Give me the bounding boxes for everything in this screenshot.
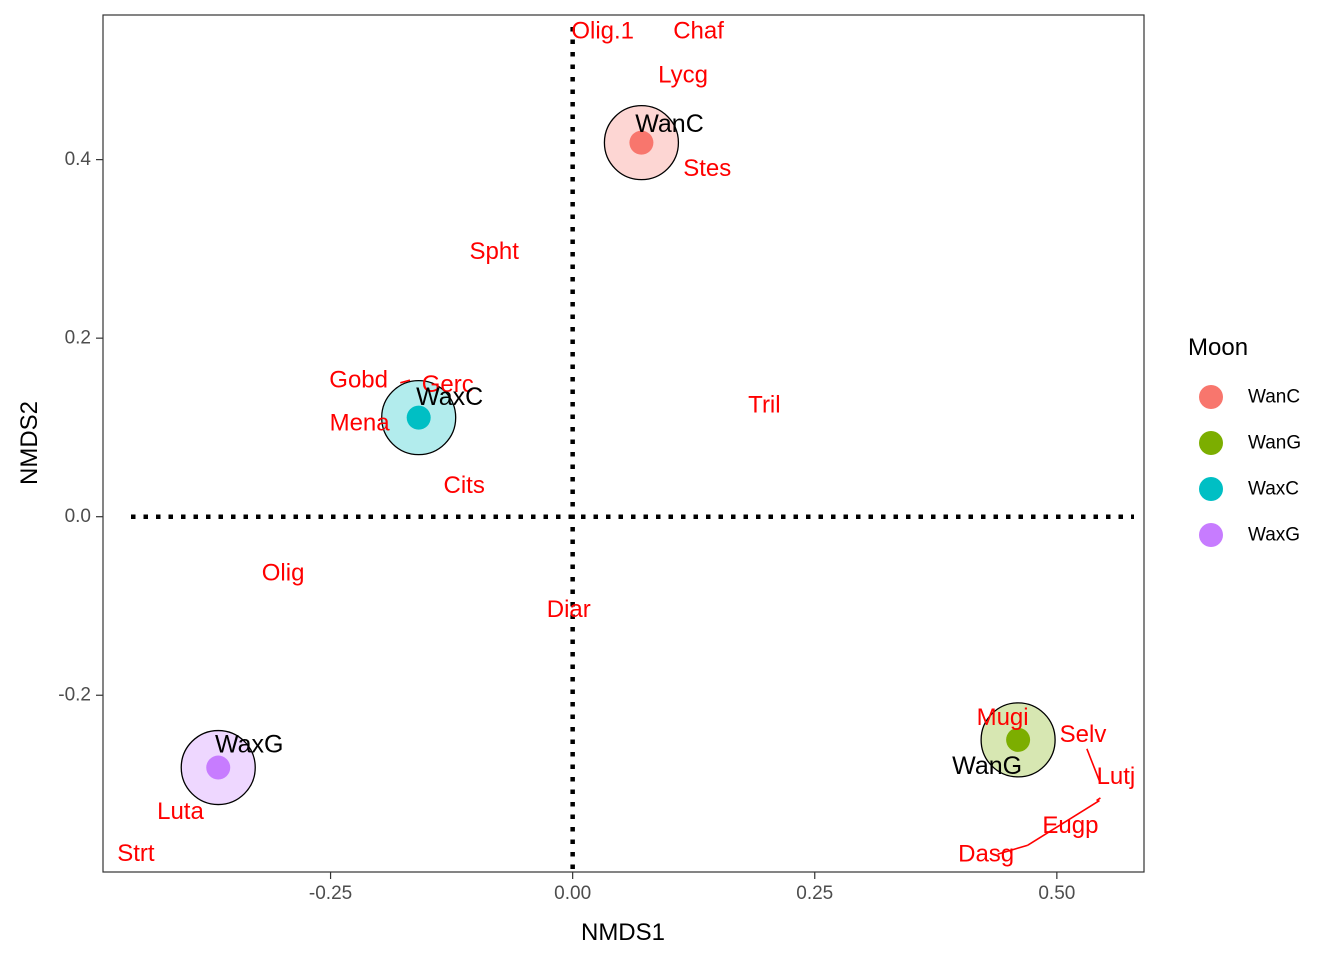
x-tick-label: 0.00 <box>554 883 591 904</box>
species-label: Spht <box>470 238 520 265</box>
species-label: Chaf <box>673 18 724 45</box>
x-axis: -0.25 0.00 0.25 0.50 <box>309 872 1075 904</box>
species-label: Mugi <box>977 704 1029 731</box>
y-axis-title: NMDS2 <box>16 401 43 485</box>
legend-key-wang <box>1199 431 1223 455</box>
species-label: Cits <box>444 472 485 499</box>
species-label: Stes <box>683 155 731 182</box>
group-markers <box>180 105 1056 806</box>
y-tick-label: 0.2 <box>65 328 91 349</box>
species-label: Selv <box>1060 721 1107 748</box>
legend: Moon WanC WanG WaxC WaxG <box>1188 334 1301 547</box>
species-label: Dasg <box>958 841 1014 868</box>
species-label: Gerc <box>422 371 474 398</box>
species-label: Lycg <box>658 61 708 88</box>
species-label: Diar <box>547 596 591 623</box>
leader-line-selv <box>1086 748 1101 782</box>
species-label: Strt <box>117 840 155 867</box>
y-tick-label: -0.2 <box>58 685 91 706</box>
group-label-waxc: WaxC <box>416 383 483 411</box>
panel-border <box>102 14 1145 873</box>
legend-label-waxg: WaxG <box>1248 525 1300 546</box>
x-tick-label: -0.25 <box>309 883 352 904</box>
legend-label-wang: WanG <box>1248 433 1301 454</box>
legend-key-wanc <box>1199 385 1223 409</box>
legend-label-waxc: WaxC <box>1248 479 1299 500</box>
group-point-wang <box>1006 727 1031 752</box>
legend-key-waxc <box>1199 477 1223 501</box>
reference-lines <box>131 27 1134 872</box>
plot-area: Olig.1 Chaf Lycg Stes Spht Gobd Gerc Mena Tril Ci… <box>102 14 1145 873</box>
leader-line-eugp <box>1027 799 1100 846</box>
species-label: Tril <box>748 392 780 419</box>
species-label: Luta <box>157 798 204 825</box>
group-label-wanc: WanC <box>635 110 704 138</box>
y-tick-label: 0.4 <box>65 149 92 170</box>
species-label: Olig.1 <box>571 18 634 45</box>
group-labels: WanC WanG WaxC WaxG <box>215 110 1022 780</box>
species-label: Mena <box>330 409 391 436</box>
legend-title: Moon <box>1188 334 1248 361</box>
species-label: Lutj <box>1097 763 1136 790</box>
group-point-waxg <box>206 755 231 780</box>
species-label: Olig <box>262 559 305 586</box>
species-labels: Olig.1 Chaf Lycg Stes Spht Gobd Gerc Mena Tril Ci… <box>117 18 1135 868</box>
y-axis: -0.2 0.0 0.2 0.4 <box>58 149 103 706</box>
legend-label-wanc: WanC <box>1248 387 1300 408</box>
leader-line-lutj <box>1096 797 1101 802</box>
species-label: Eugp <box>1042 812 1098 839</box>
group-point-waxc <box>406 405 431 430</box>
group-label-waxg: WaxG <box>215 730 284 758</box>
y-tick-label: 0.0 <box>65 506 91 527</box>
leader-line-gerc <box>400 379 411 384</box>
x-tick-label: 0.50 <box>1038 883 1075 904</box>
group-label-wang: WanG <box>952 752 1022 780</box>
group-point-wanc <box>629 130 654 155</box>
x-tick-label: 0.25 <box>796 883 833 904</box>
species-label: Gobd <box>329 367 388 394</box>
label-leader-lines <box>400 379 1101 855</box>
legend-key-waxg <box>1199 523 1223 547</box>
x-axis-title: NMDS1 <box>581 919 665 946</box>
leader-line-dasg <box>997 844 1029 855</box>
